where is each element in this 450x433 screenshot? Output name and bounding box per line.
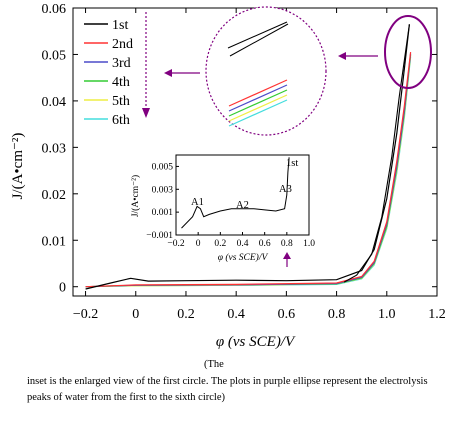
x-tick-label: 1.2 bbox=[428, 307, 446, 322]
zoom-line-5th bbox=[228, 94, 288, 122]
x-tick-label: 1.0 bbox=[378, 307, 396, 322]
inset-y-tick-label: 0.003 bbox=[152, 185, 174, 195]
caption-lead: (The bbox=[204, 359, 224, 370]
inset-series-line bbox=[181, 157, 290, 229]
x-tick-label: −0.2 bbox=[73, 307, 98, 322]
legend-label-3rd: 3rd bbox=[112, 56, 131, 71]
y-tick-label: 0.01 bbox=[42, 234, 67, 249]
inset-x-tick-label: 1.0 bbox=[303, 239, 315, 249]
inset-x-tick-label: 0.6 bbox=[259, 239, 271, 249]
inset-annotation-a3: A3 bbox=[279, 184, 292, 195]
series-line-2nd bbox=[85, 52, 412, 288]
zoom-line-4th bbox=[228, 89, 288, 117]
inset-arrow-head bbox=[283, 252, 291, 259]
inset-series-label: 1st bbox=[286, 158, 298, 169]
legend-label-2nd: 2nd bbox=[112, 37, 133, 52]
legend-label-6th: 6th bbox=[112, 113, 130, 128]
legend-label-4th: 4th bbox=[112, 75, 130, 90]
y-tick-label: 0.06 bbox=[42, 2, 67, 17]
inset-x-tick-label: 0.2 bbox=[214, 239, 226, 249]
legend-label-5th: 5th bbox=[112, 94, 130, 109]
zoom-line-2nd bbox=[228, 79, 288, 107]
inset-x-tick-label: 0.4 bbox=[237, 239, 249, 249]
inset-background bbox=[128, 146, 324, 268]
zoom-line-3rd bbox=[228, 84, 288, 112]
y-tick-label: 0.05 bbox=[42, 48, 67, 63]
caption-body: inset is the enlarged view of the first … bbox=[27, 376, 428, 403]
ellipse-arrow-head bbox=[338, 52, 346, 60]
series-line-1st bbox=[85, 24, 410, 290]
inset-y-tick-label: 0.005 bbox=[152, 162, 174, 172]
x-tick-label: 0 bbox=[132, 307, 139, 322]
y-tick-label: 0.04 bbox=[42, 95, 67, 110]
zoom-circle bbox=[205, 6, 327, 136]
inset-y-tick-label: 0.001 bbox=[152, 208, 174, 218]
legend-label-1st: 1st bbox=[112, 18, 128, 33]
y-tick-label: 0.02 bbox=[42, 188, 67, 203]
x-tick-label: 0.2 bbox=[177, 307, 195, 322]
peak-ellipse bbox=[384, 15, 432, 89]
y-tick-label: 0 bbox=[59, 281, 66, 296]
legend-arrow-head bbox=[142, 108, 150, 118]
inset-x-axis-title: φ (vs SCE)/V bbox=[218, 252, 269, 263]
x-axis-title: φ (vs SCE)/V bbox=[216, 334, 296, 350]
x-tick-label: 0.8 bbox=[328, 307, 346, 322]
inset-x-tick-label: −0.2 bbox=[167, 239, 184, 249]
inset-y-tick-label: −0.001 bbox=[146, 231, 173, 241]
x-tick-label: 0.4 bbox=[227, 307, 245, 322]
y-axis-title: J/(A•cm⁻²) bbox=[10, 133, 26, 200]
x-tick-label: 0.6 bbox=[278, 307, 296, 322]
inset-x-tick-label: 0 bbox=[196, 239, 201, 249]
zoom-line-1st-b bbox=[229, 23, 289, 57]
zoom-arrow-head bbox=[164, 69, 172, 77]
inset-x-tick-label: 0.8 bbox=[281, 239, 293, 249]
zoom-line-6th bbox=[228, 99, 288, 127]
inset-y-axis-title: J/(A•cm⁻²) bbox=[130, 175, 141, 217]
series-return-1st bbox=[343, 24, 410, 283]
zoom-line-1st-a bbox=[227, 21, 288, 49]
inset-annotation-a1: A1 bbox=[191, 197, 204, 208]
inset-annotation-a2: A2 bbox=[236, 200, 249, 211]
y-tick-label: 0.03 bbox=[42, 141, 67, 156]
